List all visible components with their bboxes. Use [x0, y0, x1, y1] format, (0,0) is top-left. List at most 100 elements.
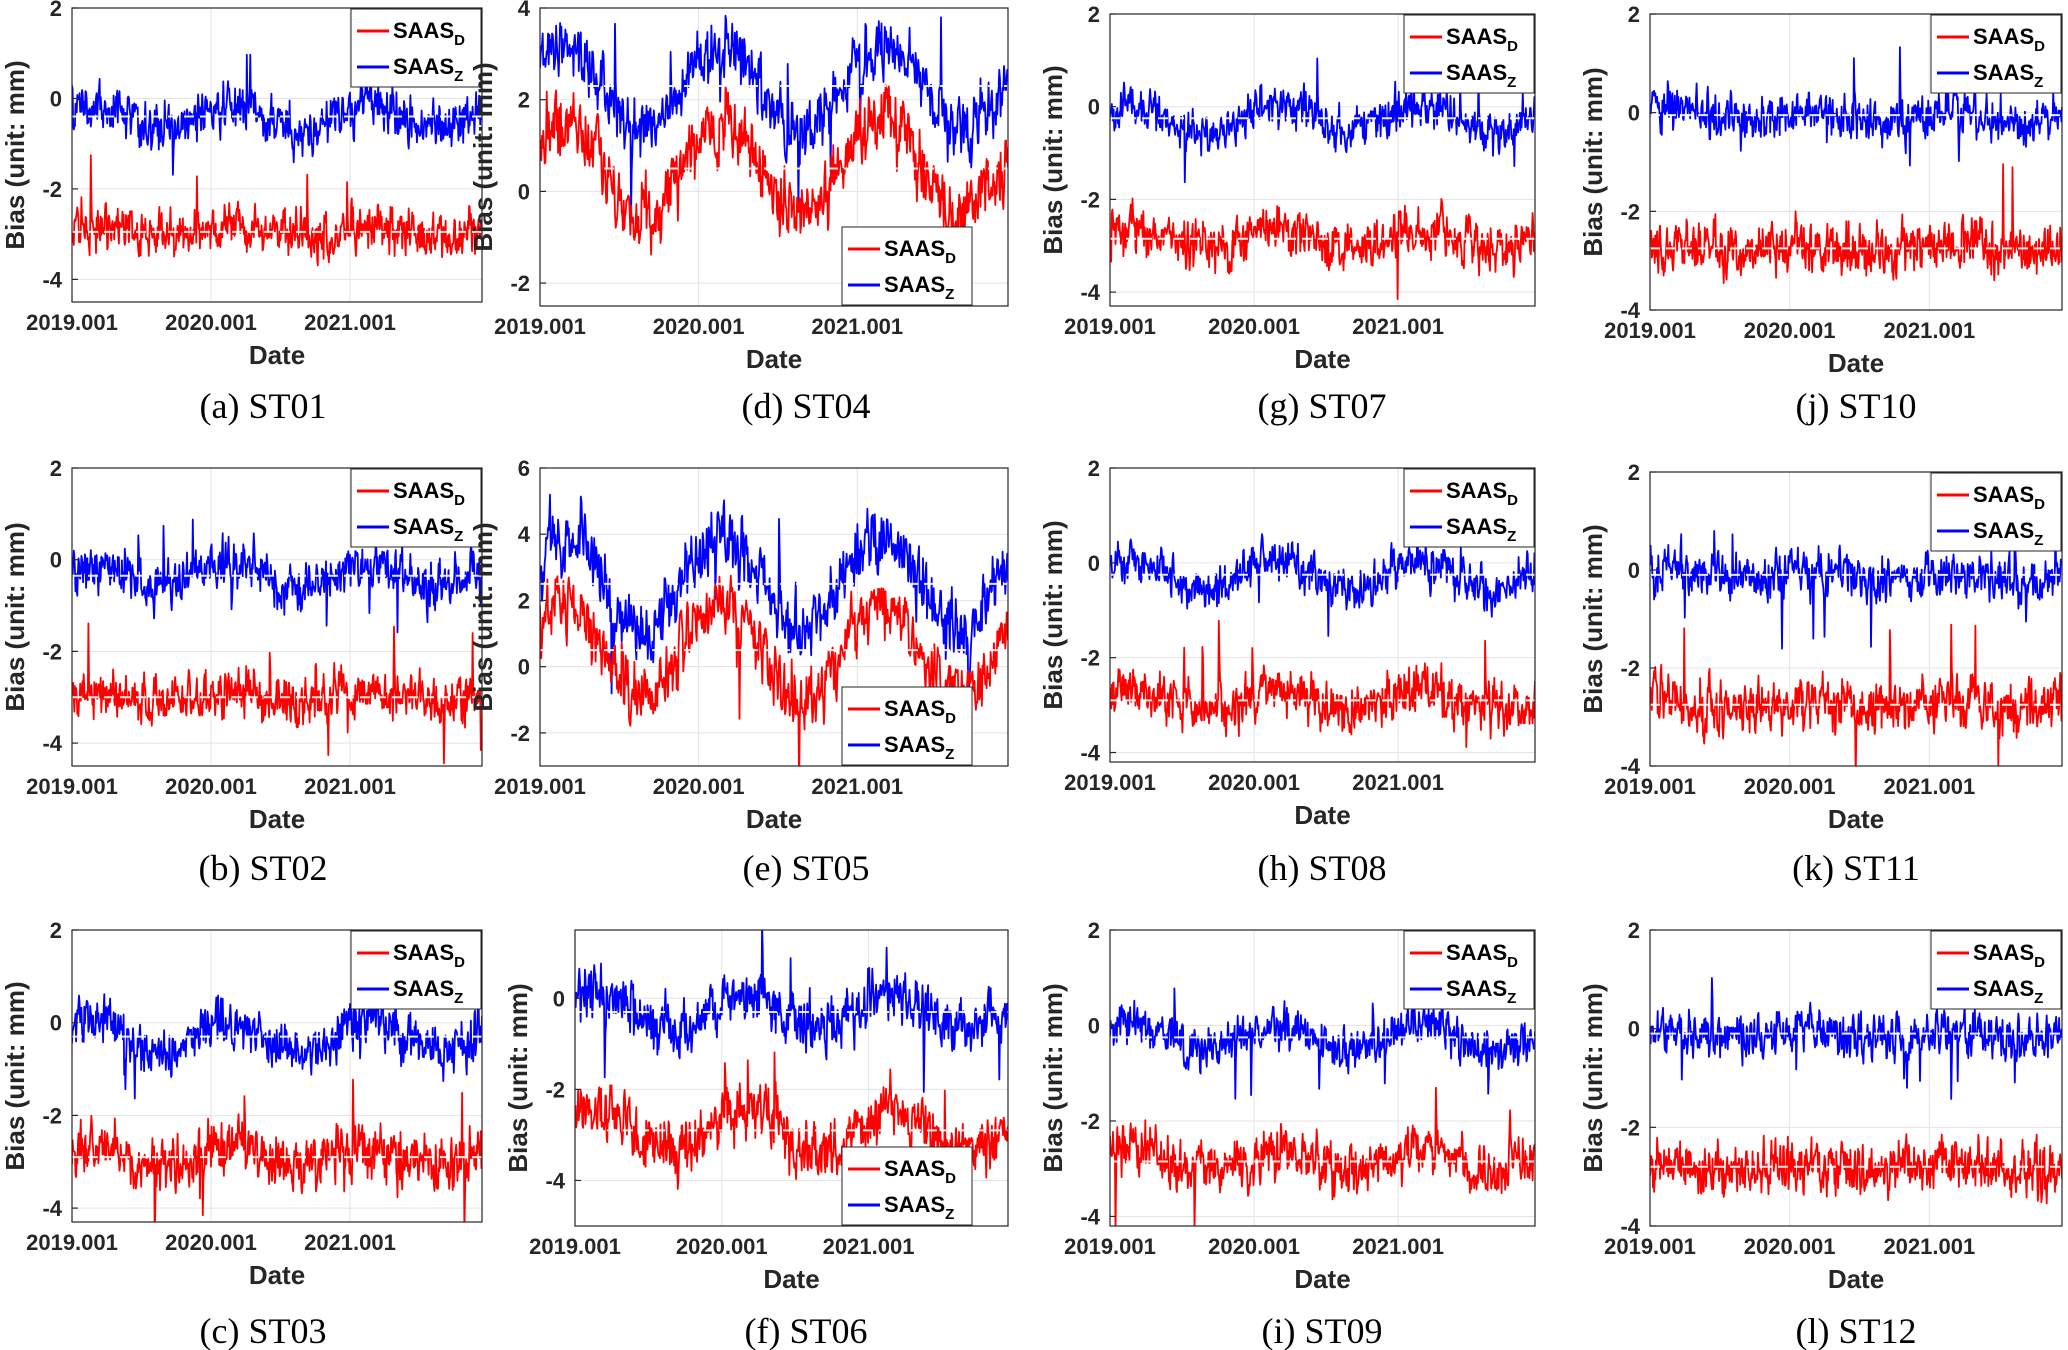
y-tick-label: 2: [1628, 2, 1640, 27]
plot-frame: [1109, 929, 1536, 1227]
y-tick-label: -2: [1080, 187, 1100, 212]
x-axis-label: Date: [1294, 800, 1350, 830]
x-tick-label: 2021.001: [1883, 1234, 1975, 1259]
x-tick-label: 2021.001: [811, 774, 903, 799]
x-tick-label: 2021.001: [304, 774, 396, 799]
x-tick-label: 2019.001: [1064, 770, 1156, 795]
legend: SAASD SAASZ: [1930, 472, 2062, 552]
legend-label-z: SAASZ: [1446, 514, 1516, 545]
x-tick-label: 2021.001: [811, 314, 903, 339]
series-line-saas-z: [1650, 515, 2062, 650]
panel-caption: (b) ST02: [199, 848, 328, 888]
plot-frame: [71, 929, 483, 1223]
legend-label-d: SAASD: [393, 940, 465, 971]
x-axis-label: Date: [1828, 1264, 1884, 1294]
panel-b-st02: -4 -2 0 2 2019.001 2020.001 2021.001 Date Bias (…: [0, 456, 483, 888]
legend-box: [841, 1146, 973, 1226]
series-line-saas-d: [72, 622, 482, 765]
y-axis-label: Bias (unit: mm): [1038, 983, 1068, 1172]
y-tick-label: 0: [1628, 1017, 1640, 1042]
y-tick-label: 2: [1088, 2, 1100, 27]
series-line-saas-z: [575, 930, 1008, 1093]
x-axis-label: Date: [763, 1264, 819, 1294]
plot-frame: [574, 929, 1009, 1227]
legend: SAASD SAASZ: [841, 686, 973, 766]
y-tick-label: -2: [1080, 1109, 1100, 1134]
panel-caption: (h) ST08: [1258, 848, 1387, 888]
series-line-saas-z: [1110, 57, 1535, 184]
legend-label-d: SAASD: [393, 18, 465, 49]
y-tick-label: 2: [1628, 918, 1640, 943]
series-line-saas-z: [72, 518, 482, 634]
x-tick-label: 2021.001: [1883, 318, 1975, 343]
y-tick-label: 0: [518, 179, 530, 204]
panel-d-st04: -2 0 2 4 2019.001 2020.001 2021.001 Date Bias (u…: [468, 0, 1009, 426]
plot-frame: [539, 467, 1009, 767]
y-tick-label: 2: [518, 88, 530, 113]
y-axis-label: Bias (unit: mm): [0, 522, 30, 711]
y-tick-label: 0: [1628, 558, 1640, 583]
y-tick-label: 4: [518, 0, 531, 21]
x-tick-label: 2019.001: [1604, 1234, 1696, 1259]
x-tick-label: 2019.001: [26, 774, 118, 799]
x-axis-label: Date: [249, 1260, 305, 1290]
legend-label-d: SAASD: [884, 1156, 956, 1187]
y-tick-label: -2: [1080, 646, 1100, 671]
legend-label-z: SAASZ: [1973, 60, 2043, 91]
legend-box: [350, 468, 482, 548]
series-line-saas-d: [1110, 619, 1535, 748]
legend-label-z: SAASZ: [884, 1192, 954, 1223]
plot-frame: [71, 7, 483, 303]
x-tick-label: 2021.001: [1352, 1234, 1444, 1259]
x-axis-label: Date: [1828, 348, 1884, 378]
x-tick-label: 2020.001: [1208, 314, 1300, 339]
legend-box: [350, 8, 482, 88]
y-tick-label: 2: [50, 918, 62, 943]
y-tick-label: 2: [1088, 456, 1100, 481]
panel-e-st05: -2 0 2 4 6 2019.001 2020.001 2021.001 Date Bias (…: [468, 456, 1009, 888]
panel-caption: (j) ST10: [1796, 386, 1917, 426]
y-tick-label: 0: [1628, 101, 1640, 126]
legend-label-d: SAASD: [1973, 482, 2045, 513]
panel-caption: (l) ST12: [1796, 1311, 1917, 1350]
legend-label-z: SAASZ: [393, 514, 463, 545]
panel-caption: (d) ST04: [742, 386, 871, 426]
y-tick-label: -2: [1620, 1115, 1640, 1140]
series-line-saas-d: [1110, 1086, 1535, 1226]
x-tick-label: 2021.001: [1352, 314, 1444, 339]
x-tick-label: 2019.001: [1604, 318, 1696, 343]
series-line-saas-z: [540, 493, 1008, 739]
legend-label-d: SAASD: [884, 236, 956, 267]
y-tick-label: 2: [1088, 918, 1100, 943]
x-tick-label: 2019.001: [26, 1230, 118, 1255]
x-tick-label: 2020.001: [1208, 1234, 1300, 1259]
panel-caption: (e) ST05: [743, 848, 870, 888]
x-tick-label: 2021.001: [1883, 774, 1975, 799]
legend-label-z: SAASZ: [884, 272, 954, 303]
panel-a-st01: -4 -2 0 2 2019.001 2020.001 2021.001 Date Bias (…: [0, 0, 483, 426]
y-tick-label: 2: [1628, 460, 1640, 485]
plot-frame: [1649, 13, 2063, 311]
legend-label-z: SAASZ: [393, 976, 463, 1007]
x-tick-label: 2021.001: [1352, 770, 1444, 795]
plot-frame: [71, 467, 483, 767]
x-tick-label: 2021.001: [304, 1230, 396, 1255]
x-tick-label: 2020.001: [165, 310, 257, 335]
x-axis-label: Date: [746, 804, 802, 834]
y-tick-label: -2: [42, 639, 62, 664]
series-line-saas-z: [1650, 977, 2062, 1100]
y-tick-label: -4: [1080, 1204, 1100, 1229]
panel-caption: (f) ST06: [745, 1311, 868, 1350]
panel-l-st12: -4 -2 0 2 2019.001 2020.001 2021.001 Date Bias (…: [1578, 918, 2063, 1350]
y-tick-label: 0: [1088, 551, 1100, 576]
legend-label-z: SAASZ: [1446, 60, 1516, 91]
x-axis-label: Date: [746, 344, 802, 374]
legend-box: [1930, 472, 2062, 552]
x-tick-label: 2021.001: [304, 310, 396, 335]
y-tick-label: -2: [545, 1077, 565, 1102]
legend-box: [350, 930, 482, 1010]
legend: SAASD SAASZ: [1403, 14, 1535, 94]
plot-frame: [1109, 13, 1536, 307]
